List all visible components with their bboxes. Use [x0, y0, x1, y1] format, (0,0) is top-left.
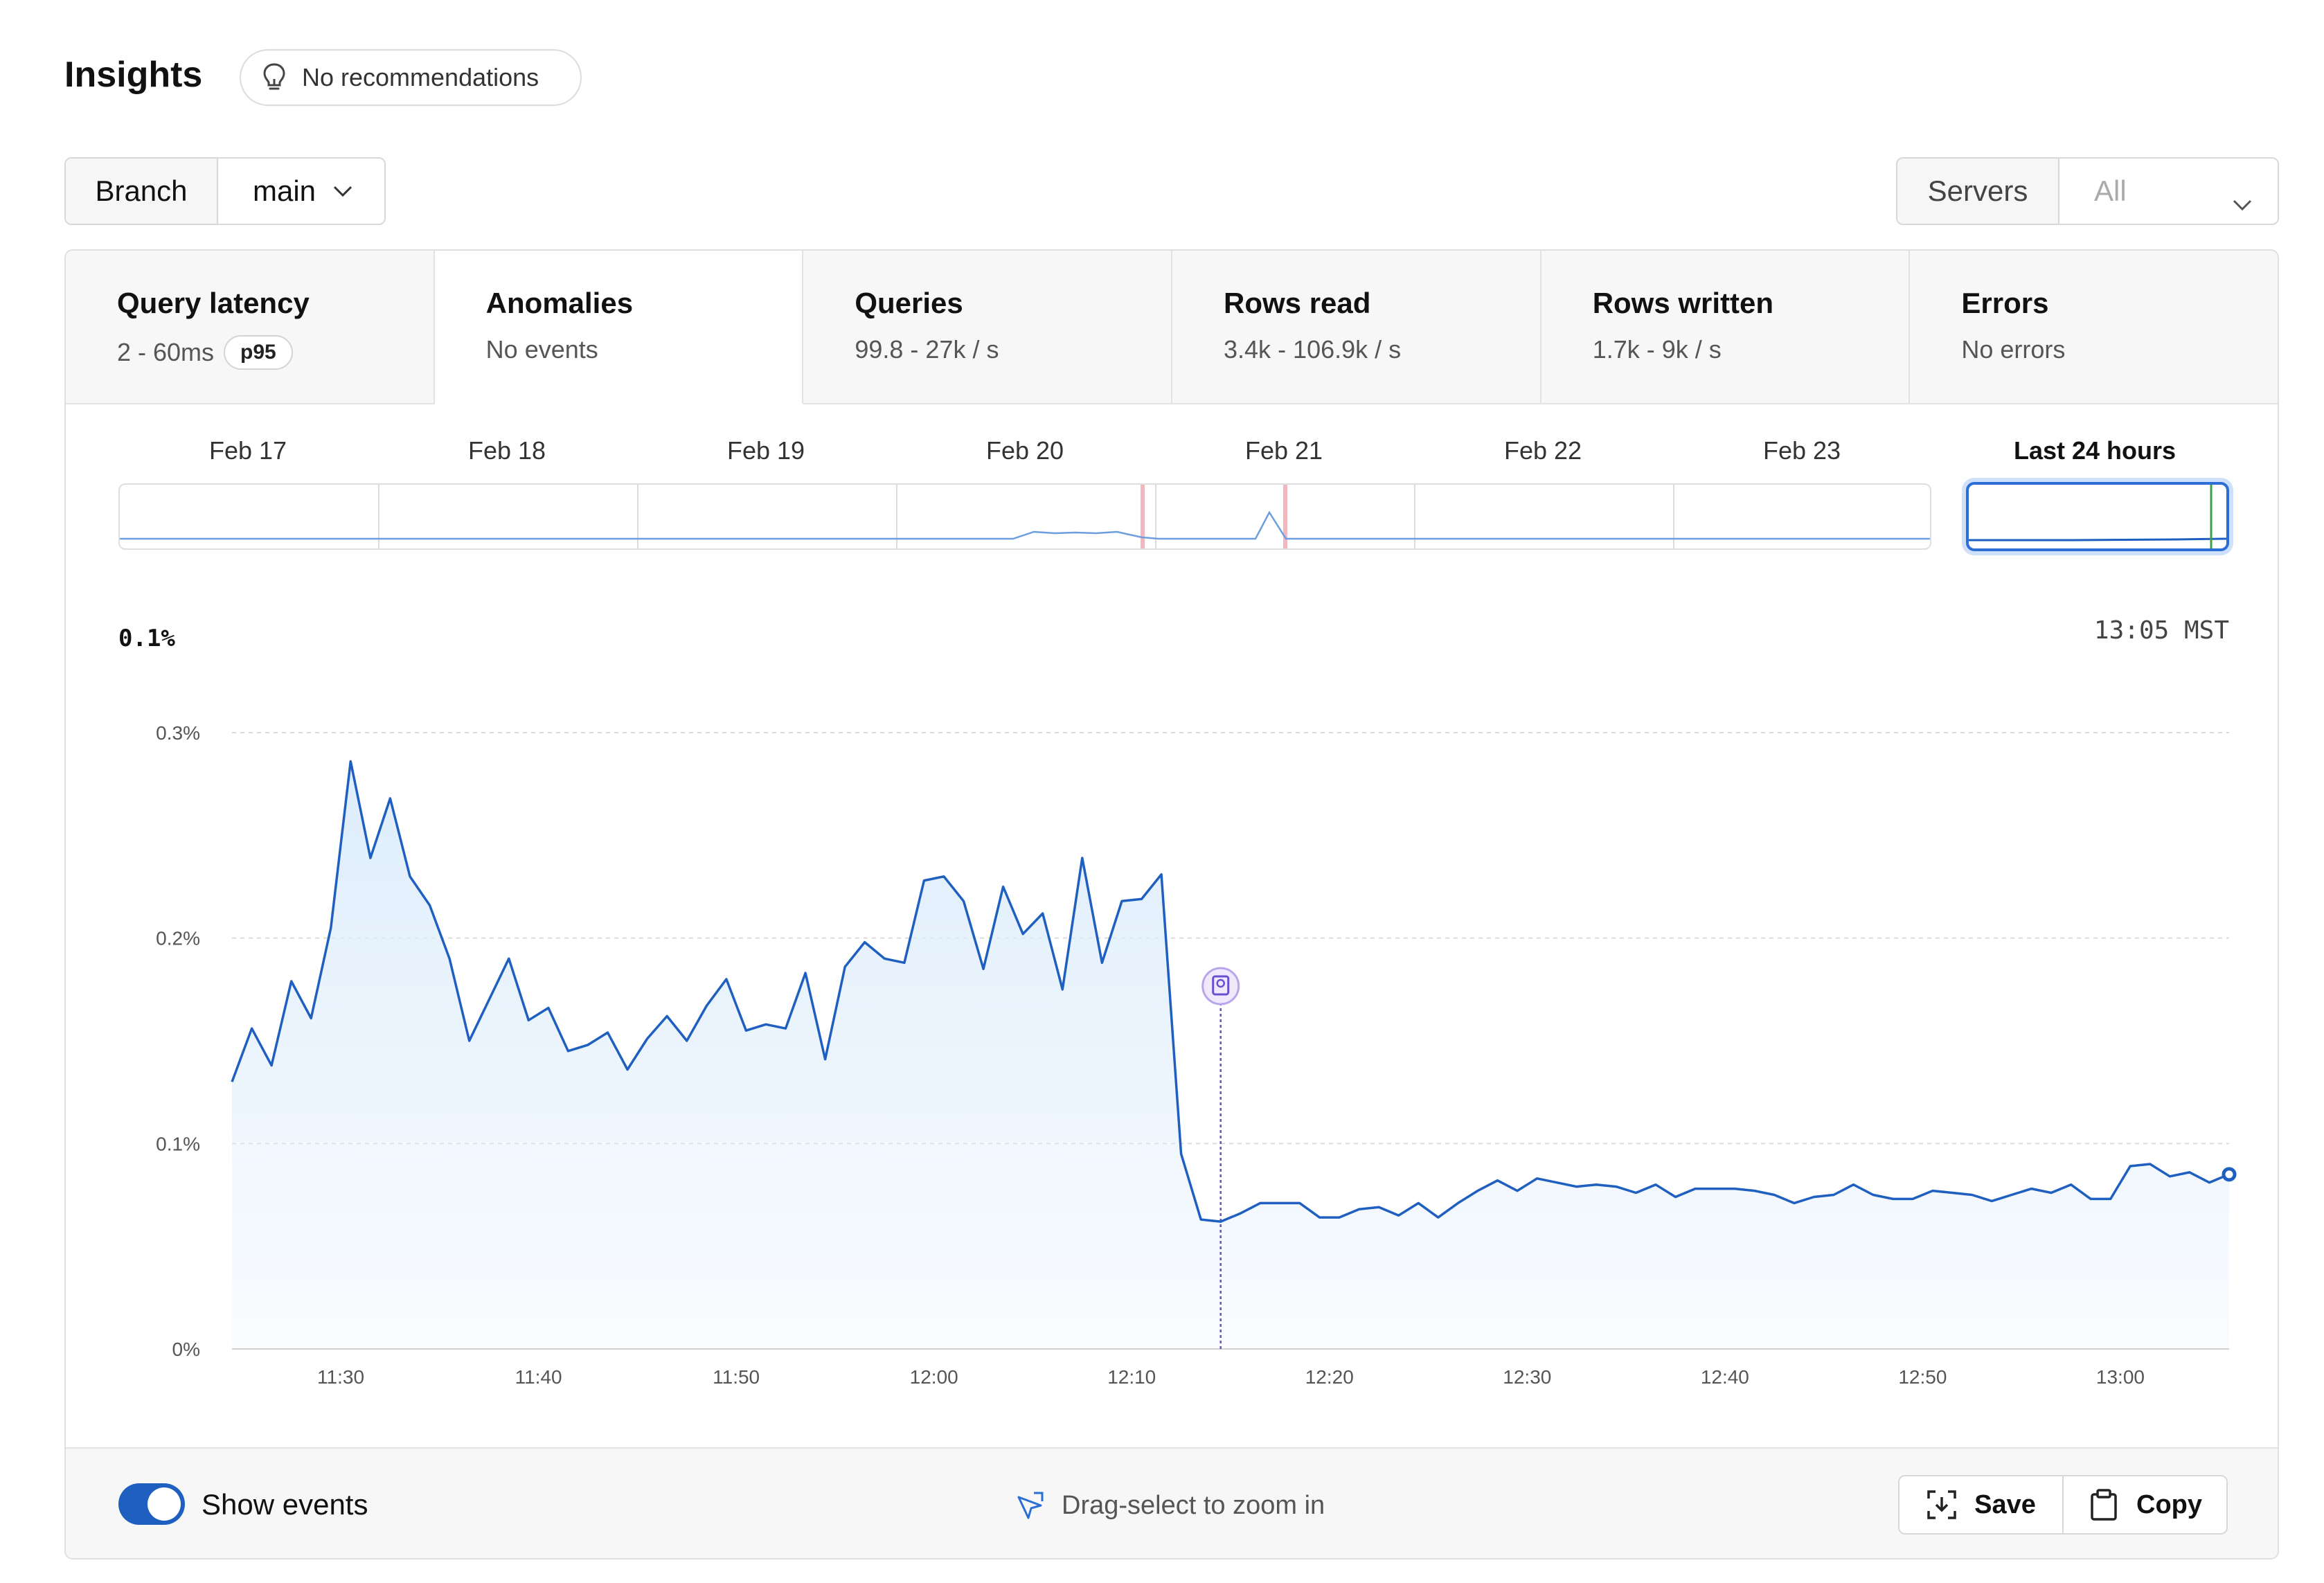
tab-subtitle: No events: [485, 335, 598, 364]
hover-value: 0.1%: [118, 625, 175, 652]
minimap-sparkline: [120, 485, 1930, 548]
x-tick-label: 12:30: [1503, 1366, 1551, 1388]
tab-subtitle: No errors: [1961, 335, 2066, 364]
copy-button[interactable]: Copy: [2062, 1476, 2226, 1533]
day-label: Feb 18: [467, 436, 546, 465]
x-tick-label: 12:00: [910, 1366, 958, 1388]
insights-card: Query latency 2 - 60ms p95 Anomalies No e…: [64, 249, 2279, 1559]
latest-point-marker: [2222, 1167, 2237, 1182]
tab-subtitle: 2 - 60ms: [117, 338, 215, 366]
chevron-down-icon: [332, 184, 353, 198]
anomalies-chart[interactable]: 0% 0.1% 0.2% 0.3% 11:30 11:40 11:50 12:00 12:10…: [66, 251, 2279, 1447]
tab-title: Rows read: [1224, 287, 1371, 319]
minimap-day-labels: Feb 17 Feb 18 Feb 19 Feb 20 Feb 21 Feb 2…: [118, 436, 1931, 471]
last-24-hours-label: Last 24 hours: [2013, 436, 2176, 465]
branch-selector[interactable]: Branch main: [64, 157, 386, 225]
last-24-hours-minimap[interactable]: [1966, 482, 2229, 551]
cursor-select-icon: [1014, 1490, 1045, 1521]
metric-tabs: Query latency 2 - 60ms p95 Anomalies No e…: [66, 251, 2278, 404]
toggle-knob: [148, 1487, 181, 1521]
percentile-badge: p95: [224, 335, 293, 370]
copy-label: Copy: [2136, 1490, 2202, 1519]
tab-title: Queries: [855, 287, 963, 319]
x-tick-label: 12:40: [1701, 1366, 1749, 1388]
lightbulb-icon: [262, 62, 289, 93]
tab-query-latency[interactable]: Query latency 2 - 60ms p95: [66, 251, 435, 404]
page-title: Insights: [64, 55, 203, 95]
day-label: Feb 22: [1503, 436, 1582, 465]
tab-queries[interactable]: Queries 99.8 - 27k / s: [803, 251, 1173, 404]
branch-label: Branch: [66, 159, 218, 224]
x-tick-label: 13:00: [2096, 1366, 2145, 1388]
zoom-hint-label: Drag-select to zoom in: [1062, 1490, 1325, 1520]
y-tick-label: 0%: [172, 1339, 200, 1360]
recommendations-button[interactable]: No recommendations: [240, 49, 582, 106]
x-tick-label: 12:50: [1898, 1366, 1947, 1388]
tab-subtitle: 99.8 - 27k / s: [855, 335, 999, 364]
servers-value: All: [2094, 175, 2127, 207]
show-events-toggle[interactable]: [118, 1483, 185, 1525]
save-button[interactable]: Save: [1900, 1476, 2062, 1533]
day-label: Feb 17: [208, 436, 287, 465]
tab-title: Anomalies: [485, 287, 634, 319]
tab-subtitle: 3.4k - 106.9k / s: [1224, 335, 1402, 364]
y-tick-label: 0.2%: [156, 928, 200, 949]
servers-dropdown[interactable]: All: [2059, 159, 2278, 224]
tab-subtitle: 1.7k - 9k / s: [1592, 335, 1722, 364]
day-label: Feb 21: [1244, 436, 1323, 465]
day-label: Feb 20: [985, 436, 1064, 465]
branch-value: main: [253, 175, 316, 207]
series-area: [232, 761, 2229, 1349]
save-screenshot-icon: [1926, 1489, 1958, 1521]
tab-rows-read[interactable]: Rows read 3.4k - 106.9k / s: [1172, 251, 1541, 404]
day-label: Feb 19: [726, 436, 805, 465]
show-events-label: Show events: [202, 1488, 368, 1521]
zoom-hint: Drag-select to zoom in: [1014, 1490, 1325, 1521]
last-24-hours-sparkline: [1969, 485, 2226, 548]
day-label: Feb 23: [1762, 436, 1841, 465]
x-tick-label: 11:40: [515, 1366, 562, 1388]
y-tick-label: 0.3%: [156, 722, 200, 744]
x-tick-label: 11:30: [317, 1366, 364, 1388]
branch-dropdown[interactable]: main: [218, 159, 384, 224]
tab-title: Query latency: [117, 287, 310, 319]
y-tick-label: 0.1%: [156, 1133, 200, 1154]
tab-anomalies[interactable]: Anomalies No events: [434, 251, 804, 404]
export-actions: Save Copy: [1898, 1475, 2228, 1535]
servers-selector[interactable]: Servers All: [1896, 157, 2279, 225]
tab-title: Errors: [1961, 287, 2049, 319]
recommendations-label: No recommendations: [302, 63, 539, 91]
tab-errors[interactable]: Errors No errors: [1910, 251, 2278, 404]
series-line: [231, 760, 2230, 1223]
x-tick-label: 11:50: [713, 1366, 760, 1388]
clipboard-icon: [2088, 1489, 2120, 1521]
x-tick-label: 12:10: [1107, 1366, 1156, 1388]
deploy-event-icon[interactable]: [1201, 967, 1240, 1005]
servers-label: Servers: [1897, 159, 2059, 224]
chevron-down-icon: [2232, 185, 2253, 211]
tab-rows-written[interactable]: Rows written 1.7k - 9k / s: [1541, 251, 1911, 404]
x-tick-label: 12:20: [1305, 1366, 1354, 1388]
chart-footer: Show events Drag-select to zoom in Save …: [66, 1447, 2278, 1558]
save-label: Save: [1974, 1490, 2036, 1519]
tab-title: Rows written: [1592, 287, 1774, 319]
day-minimap[interactable]: [118, 483, 1931, 550]
hover-time: 13:05 MST: [2093, 616, 2229, 645]
